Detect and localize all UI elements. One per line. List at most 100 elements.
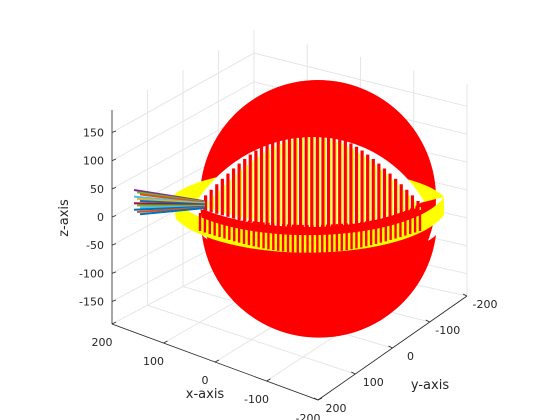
cut-slot: [374, 164, 377, 220]
cut-slot: [313, 137, 315, 227]
sphere-slat: [243, 158, 247, 222]
ring-slat: [325, 224, 329, 253]
cut-slot: [257, 156, 259, 222]
cut-slot: [380, 169, 382, 218]
cut-slot: [324, 138, 326, 227]
sphere-slat: [394, 178, 398, 216]
sphere-slat: [349, 143, 353, 226]
tick-labels: 150 100 50 0 -50 -100 -150 200 100 0 -100 -200 200 10…: [79, 127, 497, 420]
ring-slat: [252, 221, 255, 247]
y-tick-label: 200: [326, 402, 347, 415]
cut-slot: [268, 149, 271, 224]
ring-slat: [355, 222, 358, 249]
x-tick-mark: [317, 397, 323, 401]
cut-slot: [229, 179, 231, 215]
cut-slot: [363, 156, 366, 222]
ring-slat: [223, 217, 226, 239]
y-axis-label: y-axis: [411, 378, 449, 393]
cut-slot: [302, 137, 304, 227]
ring-slat: [369, 220, 373, 246]
y-tick-mark: [351, 371, 356, 375]
sphere-slat: [410, 195, 415, 211]
ring-slat: [350, 222, 353, 250]
axes: [111, 110, 468, 401]
sphere-slat: [338, 137, 342, 228]
ring-slat: [399, 216, 402, 238]
ring-slat: [242, 220, 246, 244]
sphere-slat: [304, 131, 308, 229]
sphere-slat: [220, 178, 224, 216]
z-tick-label: 50: [90, 183, 104, 196]
y-tick-label: -100: [435, 324, 460, 337]
cut-slot: [341, 143, 343, 226]
y-tick-mark: [462, 293, 468, 297]
y-tick-mark: [425, 319, 430, 323]
ring-slat: [311, 224, 314, 253]
cut-slot: [240, 169, 243, 218]
y-tick-label: -200: [473, 298, 498, 311]
ring-slat: [335, 224, 339, 252]
cut-slot: [346, 146, 349, 225]
sphere-slat: [293, 132, 297, 229]
sphere-slat: [377, 163, 381, 220]
cut-slot: [246, 164, 248, 220]
z-tick-label: -100: [79, 267, 104, 280]
ring-slat: [360, 221, 363, 248]
ring-slat: [272, 223, 275, 251]
cut-slot: [318, 137, 321, 227]
cut-slot: [330, 139, 332, 227]
ring-slat: [374, 220, 378, 244]
z-tick-label: 0: [97, 211, 104, 224]
sphere-slat: [326, 133, 331, 229]
sphere-slat: [259, 146, 264, 225]
sphere-slat: [399, 184, 403, 214]
x-tick-label: -100: [244, 393, 269, 406]
sphere-slat: [371, 158, 375, 222]
ring-slat: [262, 222, 265, 249]
y-tick-mark: [313, 397, 319, 401]
sphere-slat: [276, 137, 280, 228]
ring-slat: [213, 215, 216, 236]
sphere-slat: [416, 201, 420, 209]
ring-slat: [247, 220, 251, 246]
ring-slat: [330, 224, 334, 252]
cut-slot: [251, 160, 254, 221]
y-tick-label: 0: [407, 350, 414, 363]
z-tick-mark: [111, 215, 117, 218]
ring-slat: [418, 213, 422, 231]
ring-slat: [321, 224, 324, 253]
ring-slat: [233, 218, 236, 242]
sphere-slat: [405, 189, 409, 213]
cut-slot: [358, 152, 360, 223]
cut-slot: [263, 152, 265, 223]
sphere-slat: [265, 143, 269, 226]
sphere-slat: [237, 163, 241, 220]
x-tick-mark: [111, 321, 117, 325]
x-tick-mark: [266, 378, 271, 382]
cut-slot: [352, 149, 354, 224]
y-tick-mark: [388, 345, 393, 349]
sphere-slat: [360, 150, 364, 224]
sphere-slat: [215, 184, 219, 214]
z-tick-label: -150: [79, 295, 104, 308]
cut-slot: [391, 179, 394, 215]
sphere-slat: [231, 168, 236, 219]
cut-slot: [291, 139, 293, 227]
ring-slat: [365, 221, 368, 247]
z-tick-mark: [111, 243, 117, 246]
sphere-slat: [254, 150, 258, 224]
sphere-slat: [248, 154, 252, 223]
cut-slot: [218, 190, 220, 212]
z-tick-label: -50: [86, 239, 104, 252]
cut-slot: [279, 143, 282, 226]
sphere-slat: [388, 173, 392, 217]
cut-slot: [235, 174, 237, 217]
ring-slat: [267, 222, 270, 250]
sphere-slat: [226, 173, 230, 217]
x-axis-label: x-axis: [186, 387, 225, 402]
y-floor-grid-line: [147, 304, 356, 375]
z-tick-mark: [111, 158, 117, 162]
ring-slat: [281, 224, 285, 252]
ring-slat: [345, 223, 348, 251]
